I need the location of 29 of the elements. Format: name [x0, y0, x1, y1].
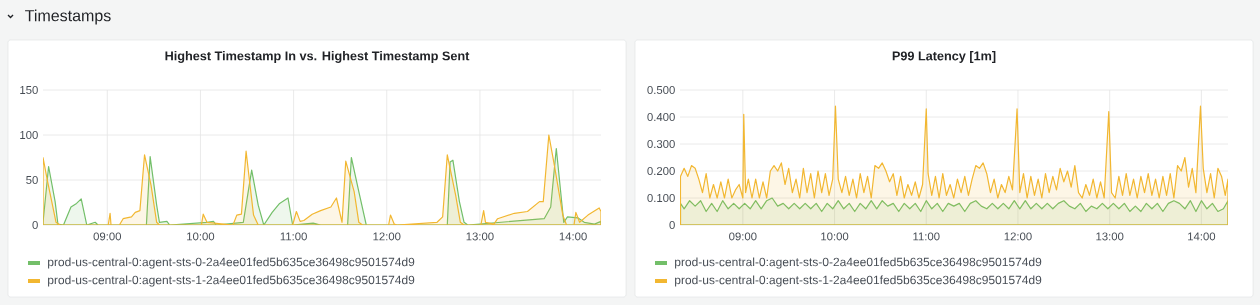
x-tick-label: 14:00 [1188, 232, 1216, 241]
chart-title: P99 Latency [1m] [892, 51, 996, 63]
y-tick-label: 50 [26, 176, 38, 185]
x-tick-label: 12:00 [373, 232, 401, 241]
y-tick-label: 0.200 [647, 167, 675, 176]
y-tick-label: 0.300 [647, 140, 675, 149]
y-tick-label: 0.100 [647, 194, 675, 203]
x-tick-label: 13:00 [1096, 232, 1124, 241]
y-tick-label: 0.500 [647, 86, 675, 95]
x-tick-label: 12:00 [1004, 232, 1032, 241]
legend-label: prod-us-central-0:agent-sts-1-2a4ee01fed5b635ce36498c9501574d9 [675, 275, 1042, 287]
x-tick-label: 13:00 [466, 232, 494, 241]
legend-label: prod-us-central-0:agent-sts-1-2a4ee01fed5b635ce36498c9501574d9 [48, 275, 415, 287]
y-tick-label: 0 [669, 221, 675, 230]
x-tick-label: 10:00 [187, 232, 215, 241]
y-tick-label: 100 [20, 131, 38, 140]
y-tick-label: 0.400 [647, 113, 675, 122]
x-tick-label: 14:00 [559, 232, 587, 241]
x-tick-label: 10:00 [821, 232, 849, 241]
x-tick-label: 09:00 [729, 232, 757, 241]
x-tick-label: 09:00 [93, 232, 122, 241]
chart-title: Highest Timestamp In vs. Highest Timestamp Sent [165, 51, 470, 63]
legend-label: prod-us-central-0:agent-sts-0-2a4ee01fed5b635ce36498c9501574d9 [48, 257, 415, 269]
x-tick-label: 11:00 [280, 232, 307, 241]
y-tick-label: 150 [20, 86, 38, 95]
y-tick-label: 0 [32, 221, 38, 230]
legend-label: prod-us-central-0:agent-sts-0-2a4ee01fed5b635ce36498c9501574d9 [675, 257, 1042, 269]
x-tick-label: 11:00 [913, 232, 940, 241]
text: Timestamps [25, 9, 111, 25]
